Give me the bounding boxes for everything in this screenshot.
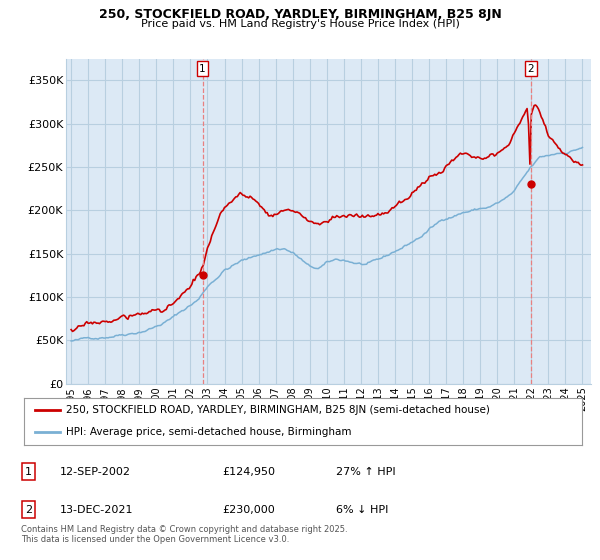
Text: 250, STOCKFIELD ROAD, YARDLEY, BIRMINGHAM, B25 8JN (semi-detached house): 250, STOCKFIELD ROAD, YARDLEY, BIRMINGHA… bbox=[66, 405, 490, 416]
Text: £124,950: £124,950 bbox=[222, 466, 275, 477]
Text: 27% ↑ HPI: 27% ↑ HPI bbox=[336, 466, 395, 477]
Text: 2: 2 bbox=[25, 505, 32, 515]
Text: £230,000: £230,000 bbox=[222, 505, 275, 515]
Text: Price paid vs. HM Land Registry's House Price Index (HPI): Price paid vs. HM Land Registry's House … bbox=[140, 19, 460, 29]
Text: 13-DEC-2021: 13-DEC-2021 bbox=[60, 505, 133, 515]
Text: 6% ↓ HPI: 6% ↓ HPI bbox=[336, 505, 388, 515]
Text: 2: 2 bbox=[527, 64, 534, 74]
Text: 1: 1 bbox=[25, 466, 32, 477]
Text: 1: 1 bbox=[199, 64, 206, 74]
Text: Contains HM Land Registry data © Crown copyright and database right 2025.
This d: Contains HM Land Registry data © Crown c… bbox=[21, 525, 347, 544]
Text: 250, STOCKFIELD ROAD, YARDLEY, BIRMINGHAM, B25 8JN: 250, STOCKFIELD ROAD, YARDLEY, BIRMINGHA… bbox=[98, 8, 502, 21]
Text: HPI: Average price, semi-detached house, Birmingham: HPI: Average price, semi-detached house,… bbox=[66, 427, 352, 437]
Text: 12-SEP-2002: 12-SEP-2002 bbox=[60, 466, 131, 477]
